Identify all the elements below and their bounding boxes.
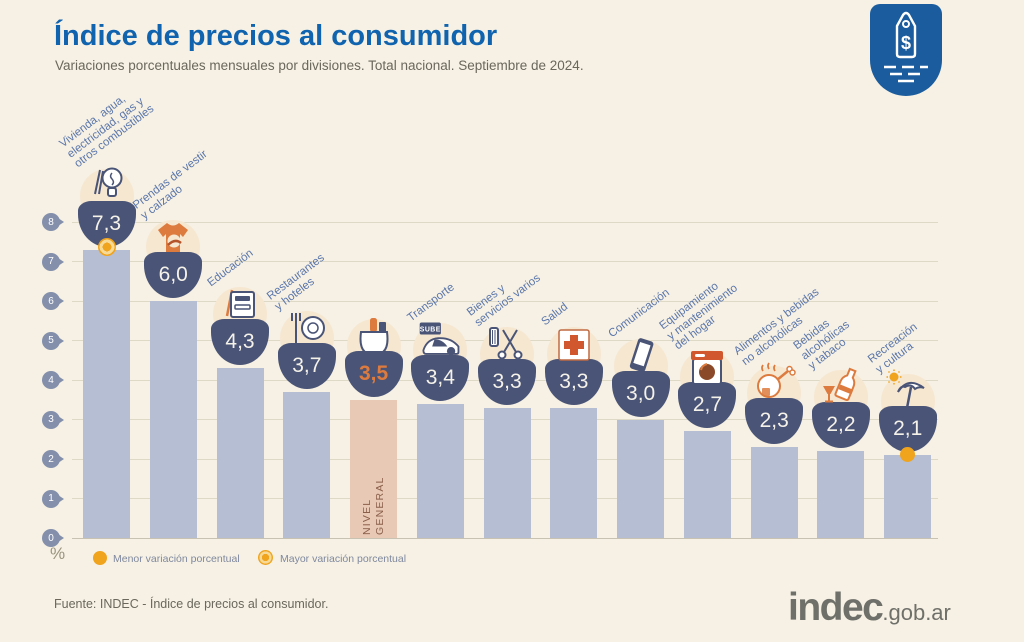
transport-icon: SUBE [416,317,464,365]
y-axis-tick: 3 [42,410,64,429]
communication-icon [617,333,665,381]
y-axis-tick: 4 [42,371,64,389]
bar [617,419,665,538]
y-gridline [72,221,938,223]
value-bowl: 7,3 [77,200,136,247]
y-axis-tick: 2 [42,450,64,468]
bar [750,447,798,538]
price-tag-icon: $ [884,11,928,83]
clothing-icon [149,214,197,262]
source-note: Fuente: INDEC - Índice de precios al con… [54,597,329,611]
education-icon [216,281,264,329]
category-label: Vivienda, agua, electricidad, gas y otro… [56,93,156,171]
housing-utilities-icon [83,163,131,211]
bar-value: 3,0 [626,381,656,405]
restaurants-icon [283,305,331,353]
bar-value: 2,2 [826,413,856,437]
bar-value: 4,3 [225,330,255,354]
bar-value: 3,4 [425,365,455,389]
logo-main-text: indec [788,586,884,629]
bar-value: 3,3 [559,369,589,393]
y-axis-tick: 5 [42,331,64,350]
bar [483,407,531,538]
bar [683,431,731,538]
value-bowl: 3,4 [411,354,470,401]
bar-value: 3,7 [292,353,322,377]
bar [817,451,865,538]
y-axis-tick: 8 [42,213,64,231]
mayor-variation-dot [258,550,273,565]
y-gridline [72,261,938,262]
nivel-general-label: NIVEL GENERAL [360,476,386,535]
bar [283,391,331,538]
bar-value: 7,3 [91,211,122,235]
unit-label: % [50,544,66,563]
bar [216,368,264,538]
misc-goods-icon [483,321,531,369]
bar-value: 2,7 [692,393,723,417]
menor-variation-dot [93,551,107,565]
recreation-icon [884,368,932,416]
page-subtitle: Variaciones porcentuales mensuales por d… [55,58,584,73]
bar-value: 3,3 [492,369,522,393]
y-axis-tick: 0 [42,529,64,547]
y-axis-tick: 7 [42,252,64,271]
logo-suffix-text: .gob.ar [882,600,951,625]
currency-symbol: $ [901,33,911,53]
y-gridline [72,537,938,539]
category-label: Prendas de vestir y calzado [131,148,210,222]
value-bowl: 3,0 [611,370,670,417]
home-equipment-icon [683,344,731,392]
bar [884,455,932,538]
price-tag-badge: $ [870,4,942,96]
min-variation-coin [900,447,916,463]
category-label: Bienes y servicios varios [465,271,543,329]
bar-value: 2,1 [893,417,923,441]
bar [416,403,464,538]
bar-nivel-general [350,399,398,538]
y-axis-tick: 6 [42,292,64,310]
bar [83,249,130,538]
svg-text:SUBE: SUBE [420,326,441,333]
max-variation-coin [97,237,116,256]
legend-mayor-label: Mayor variación porcentual [280,553,407,565]
y-gridline [72,300,938,302]
alcohol-tobacco-icon [817,364,865,412]
bar [149,301,197,538]
general-basket-icon [350,313,398,361]
bar-value: 3,5 [358,361,389,385]
food-icon [750,360,798,408]
legend-menor-label: Menor variación porcentual [113,553,240,565]
page-title: Índice de precios al consumidor [54,20,498,52]
health-icon [550,321,598,369]
bar [550,407,598,538]
bar-value: 6,0 [158,263,188,286]
y-axis-tick: 1 [42,489,64,508]
bar-value: 2,3 [759,409,789,433]
indec-logo: indec .gob.ar [788,586,951,630]
